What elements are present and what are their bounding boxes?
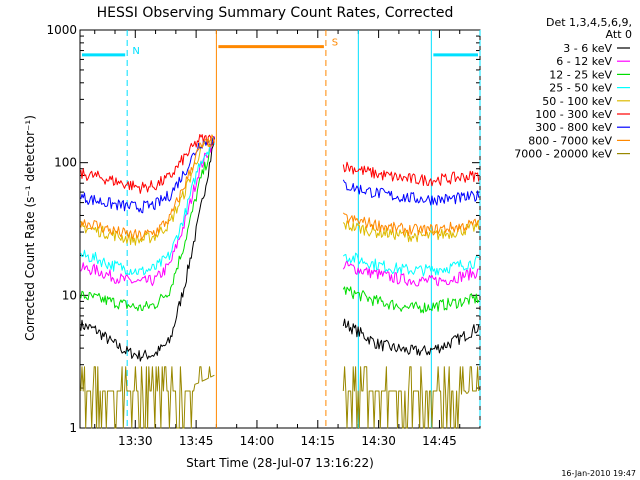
legend-entry-label: 300 - 800 keV xyxy=(535,121,612,134)
series-line xyxy=(342,212,480,237)
series-line xyxy=(342,161,480,187)
series-line xyxy=(342,318,480,356)
y-tick-label: 10 xyxy=(62,288,77,302)
legend-entry-label: 50 - 100 keV xyxy=(542,95,612,108)
x-tick-label: 14:45 xyxy=(422,434,457,448)
legend-entry-label: 3 - 6 keV xyxy=(563,42,612,55)
plot-area: 1 10 100 1000 13:30 13:45 14:00 14:15 14:30 14:45… xyxy=(46,23,481,448)
legend-header-2: Att 0 xyxy=(606,28,632,41)
legend-entry-label: 6 - 12 keV xyxy=(556,55,612,68)
series-line xyxy=(342,179,480,206)
flag-label: S xyxy=(332,38,338,49)
series-line xyxy=(342,286,480,314)
series-line xyxy=(80,136,215,276)
series-line xyxy=(80,366,215,429)
series-line xyxy=(80,137,215,246)
legend-entry-label: 7000 - 20000 keV xyxy=(514,148,612,161)
legend-entry-label: 25 - 50 keV xyxy=(549,82,612,95)
series-line xyxy=(80,134,215,194)
series-line xyxy=(80,137,215,362)
legend-header-1: Det 1,3,4,5,6,9, xyxy=(546,16,632,29)
y-tick-label: 100 xyxy=(54,156,77,170)
y-tick-label: 1 xyxy=(69,421,77,435)
chart-title: HESSI Observing Summary Count Rates, Cor… xyxy=(97,5,454,21)
legend-entry-label: 12 - 25 keV xyxy=(549,68,612,81)
series-line xyxy=(342,366,480,429)
timestamp: 16-Jan-2010 19:47 xyxy=(561,469,636,478)
legend-entry-label: 800 - 7000 keV xyxy=(528,134,612,147)
x-tick-label: 14:30 xyxy=(361,434,396,448)
series-line xyxy=(80,134,215,240)
flag-label: N xyxy=(132,46,139,57)
x-tick-label: 13:45 xyxy=(179,434,214,448)
x-tick-label: 14:15 xyxy=(300,434,335,448)
plot-frame xyxy=(79,29,481,429)
y-axis-label: Corrected Count Rate (s⁻¹ detector⁻¹) xyxy=(23,115,37,341)
x-axis-label: Start Time (28-Jul-07 13:16:22) xyxy=(186,456,374,470)
y-tick-label: 1000 xyxy=(46,23,77,37)
y-axis-label-group: Corrected Count Rate (s⁻¹ detector⁻¹) xyxy=(23,115,37,341)
series-line xyxy=(342,252,480,277)
series-line xyxy=(80,141,215,312)
series-line xyxy=(342,220,480,243)
legend-entry-label: 100 - 300 keV xyxy=(535,108,612,121)
series-line xyxy=(342,260,479,287)
x-tick-label: 14:00 xyxy=(240,434,275,448)
series-line xyxy=(80,136,215,287)
series-line xyxy=(80,136,215,214)
x-tick-label: 13:30 xyxy=(118,434,153,448)
